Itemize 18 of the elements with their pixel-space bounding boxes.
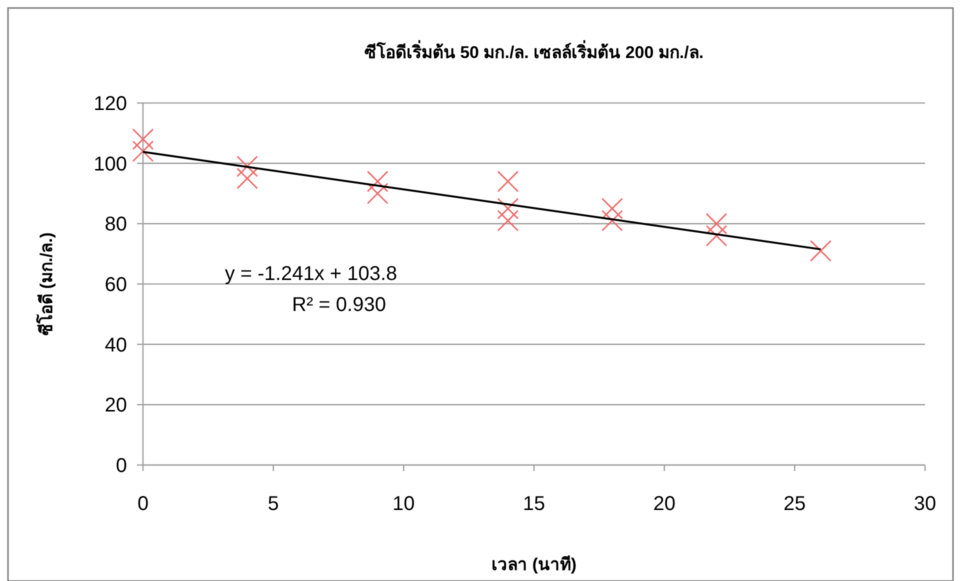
xtick-label: 25: [784, 493, 806, 515]
ytick-label: 80: [104, 214, 127, 236]
xtick-label: 20: [653, 493, 676, 515]
xtick-label: 0: [137, 493, 149, 515]
xtick-label: 5: [268, 493, 279, 515]
ylabel: ซีโอดี (มก./ล.): [37, 232, 56, 336]
annotation: y = -1.241x + 103.8: [224, 263, 398, 285]
ytick-label: 100: [94, 153, 127, 176]
ytick-label: 60: [104, 274, 127, 296]
ytick-label: 0: [116, 455, 127, 477]
xtick-label: 15: [522, 493, 546, 515]
xtick-label: 30: [914, 493, 936, 515]
annotation: R² = 0.930: [292, 294, 386, 316]
xtick-label: 10: [392, 493, 415, 515]
ytick-label: 40: [104, 334, 127, 356]
ytick-label: 20: [104, 394, 127, 417]
xlabel: เวลา (นาที): [491, 555, 577, 574]
ytick-label: 120: [94, 93, 127, 115]
